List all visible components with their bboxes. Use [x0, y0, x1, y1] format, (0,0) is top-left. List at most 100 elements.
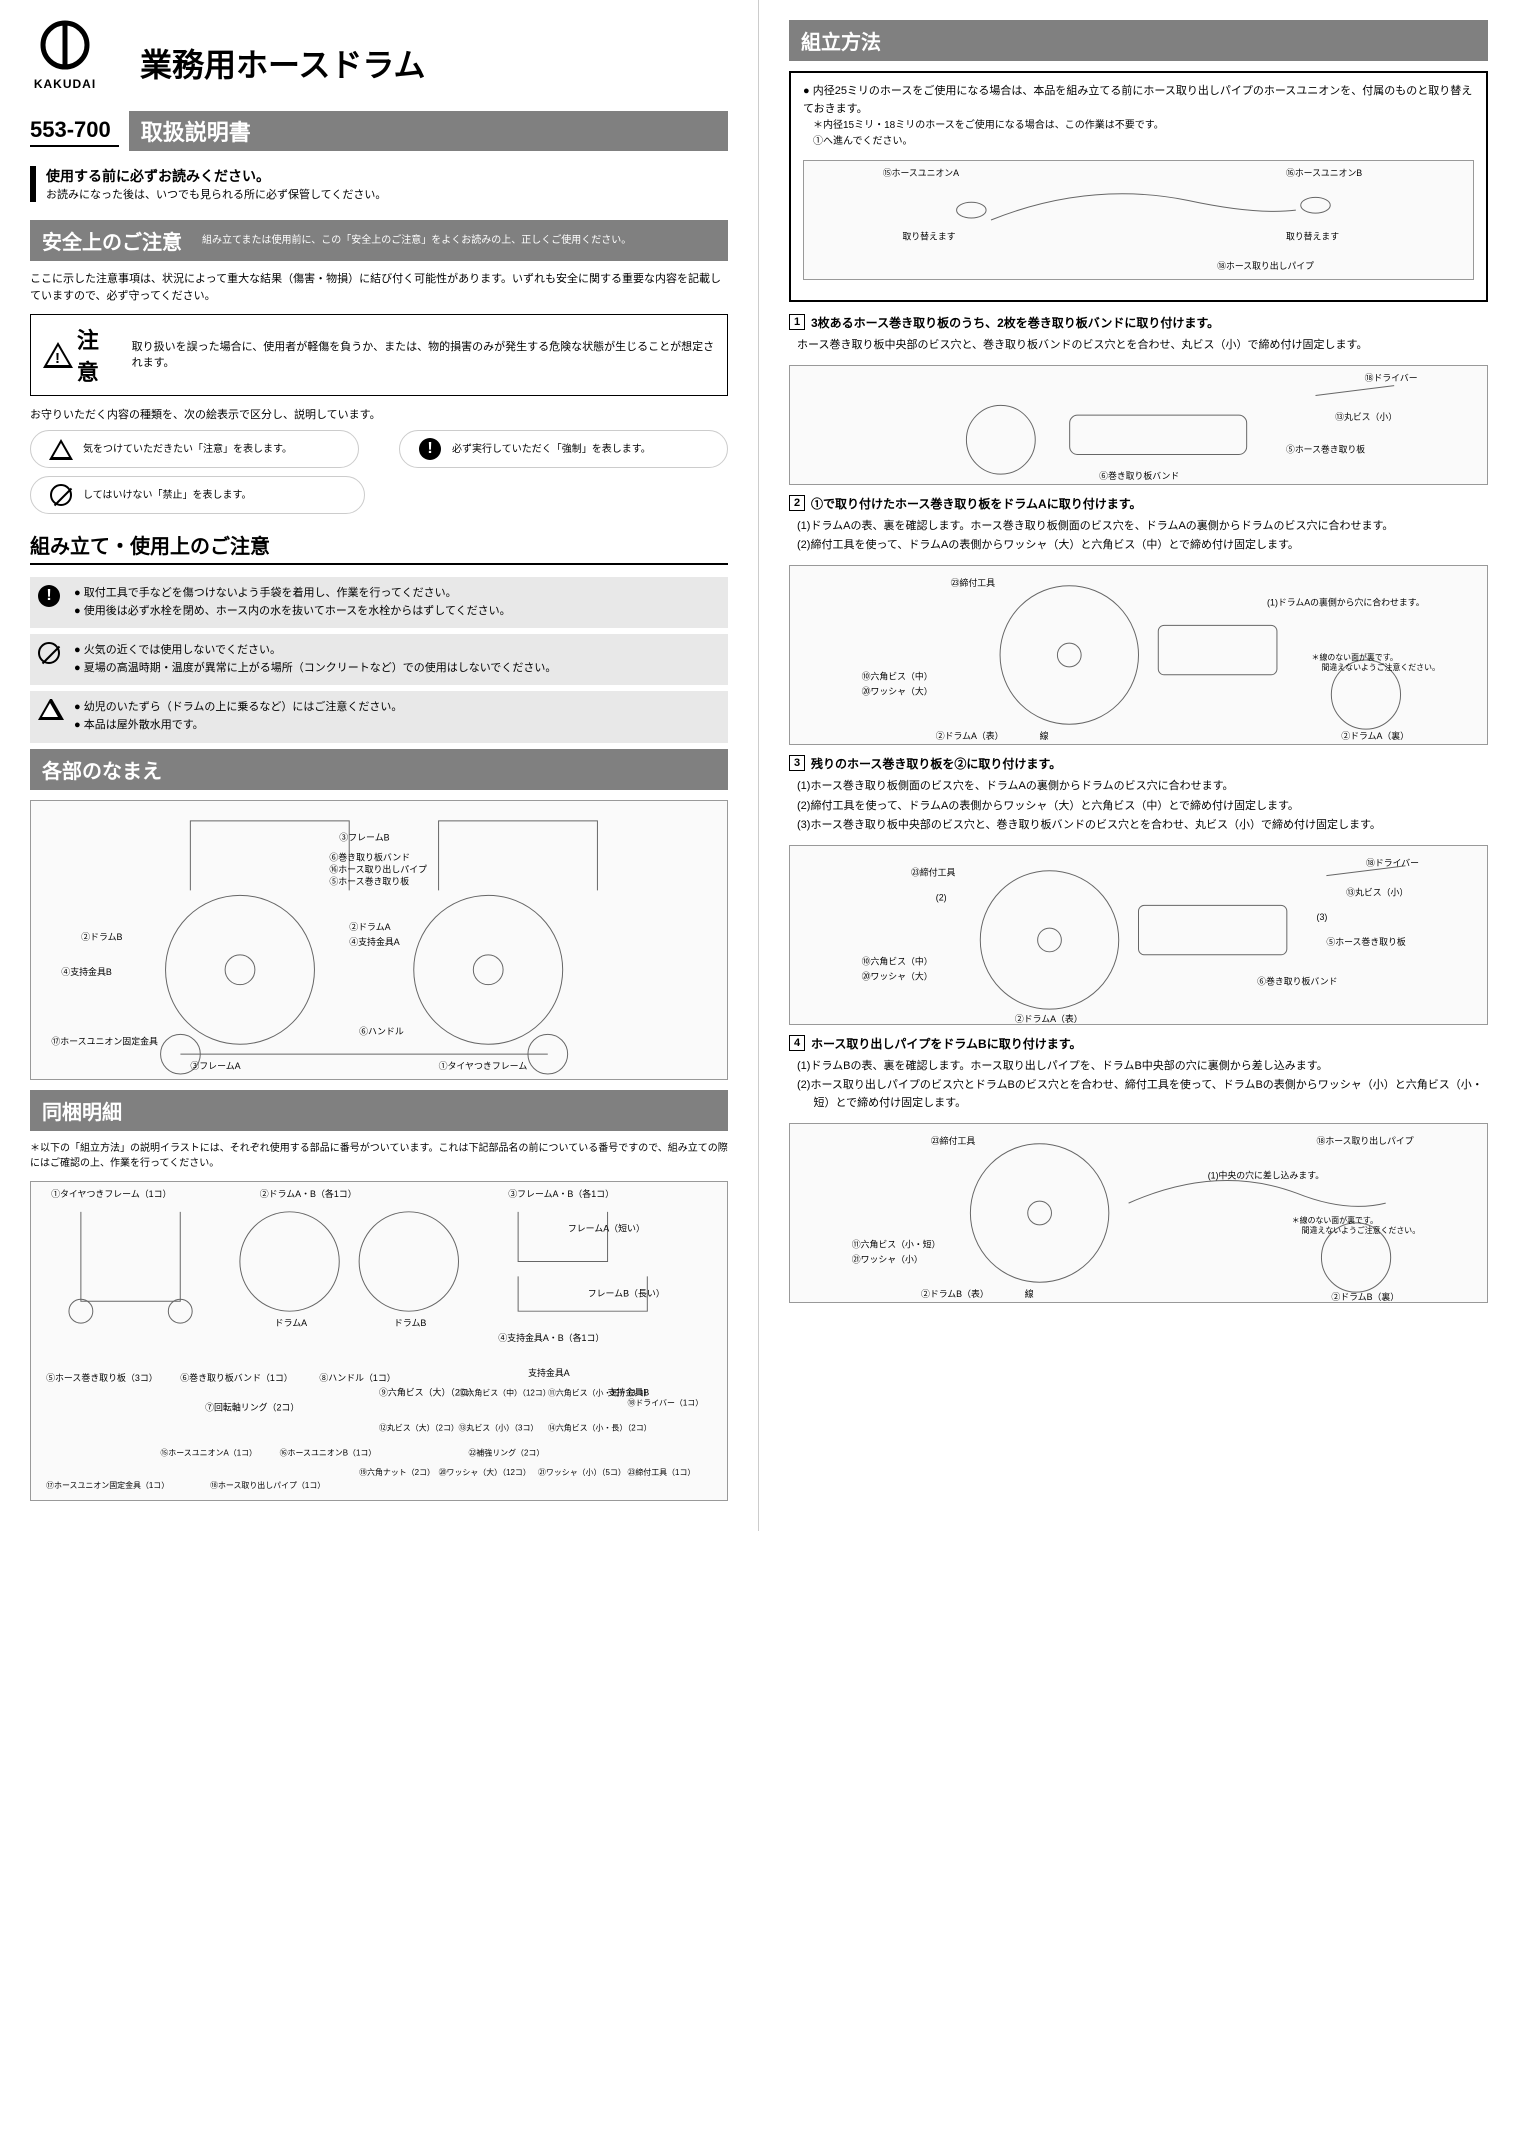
label: ㉒補強リング（2コ）	[468, 1447, 544, 1457]
step3-sub1: (1)ホース巻き取り板側面のビス穴を、ドラムAの裏側からドラムのビス穴に合わせま…	[797, 778, 1488, 796]
label: ⑲六角ナット（2コ）	[359, 1467, 435, 1477]
legend-attention-text: 気をつけていただきたい「注意」を表します。	[83, 443, 292, 456]
label: ㉓締付工具	[931, 1134, 975, 1145]
parts-diagram: ③フレームB ⑥巻き取り板バンド ⑯ホース取り出しパイプ ⑤ホース巻き取り板 ②…	[30, 800, 728, 1080]
pre-read-block: 使用する前に必ずお読みください。 お読みになった後は、いつでも見られる所に必ず保…	[30, 166, 728, 202]
attention-icon	[49, 437, 73, 461]
label: ③フレームA	[190, 1061, 240, 1071]
step3-sub2: (2)締付工具を使って、ドラムAの表側からワッシャ（大）と六角ビス（中）とで締め…	[797, 798, 1488, 816]
label: ＊線のない面が裏です。	[1312, 652, 1398, 662]
step2-sub1: (1)ドラムAの表、裏を確認します。ホース巻き取り板側面のビス穴を、ドラムAの裏…	[797, 518, 1488, 536]
manual-label: 取扱説明書	[129, 111, 728, 151]
bundle-note: ＊以下の「組立方法」の説明イラストには、それぞれ使用する部品に番号がついています…	[30, 1141, 728, 1171]
label: ⑤ホース巻き取り板	[329, 875, 409, 886]
label: ⑤ホース巻き取り板	[1326, 936, 1406, 947]
warning-triangle-icon: !	[43, 342, 71, 368]
label: ⑱ドライバー	[1365, 373, 1418, 383]
label: ⑬丸ビス（小）	[1346, 886, 1408, 897]
parts-heading: 各部のなまえ	[30, 749, 728, 790]
warn-item: ● 使用後は必ず水栓を閉め、ホース内の水を抜いてホースを水栓からはずしてください…	[74, 603, 511, 621]
label: ⑧ハンドル（1コ）	[319, 1372, 395, 1382]
legend-attention: 気をつけていただきたい「注意」を表します。	[30, 430, 359, 468]
step4-heading: 4ホース取り出しパイプをドラムBに取り付けます。	[789, 1035, 1488, 1052]
label: ㉓締付工具	[951, 577, 995, 588]
label: ⑪六角ビス（小・短）（3コ）	[548, 1387, 652, 1397]
label: ②ドラムB（表）	[921, 1288, 989, 1299]
safety-lead: ここに示した注意事項は、状況によって重大な結果（傷害・物損）に結び付く可能性があ…	[30, 271, 728, 304]
label: ⑱ホース取り出しパイプ	[1217, 260, 1314, 271]
label: ②ドラムA（裏）	[1341, 730, 1409, 741]
intro-diagram: ⑮ホースユニオンA ⑯ホースユニオンB 取り替えます 取り替えます ⑱ホース取り…	[803, 160, 1474, 280]
warn-group-2: ● 火気の近くでは使用しないでください。 ● 夏場の高温時期・温度が異常に上がる…	[30, 634, 728, 685]
label: ⑩六角ビス（中）	[862, 671, 933, 682]
step4-sub2: (2)ホース取り出しパイプのビス穴とドラムBのビス穴とを合わせ、締付工具を使って…	[797, 1077, 1488, 1112]
label: ⑥巻き取り板バンド	[329, 851, 410, 862]
label: ⑱ドライバー	[1366, 858, 1419, 868]
label: ②ドラムA（表）	[1015, 1013, 1083, 1024]
step1-diagram: ⑱ドライバー ⑬丸ビス（小） ⑤ホース巻き取り板 ⑥巻き取り板バンド	[789, 365, 1488, 485]
step1-heading: 13枚あるホース巻き取り板のうち、2枚を巻き取り板バンドに取り付けます。	[789, 314, 1488, 331]
label: ドラムB	[394, 1318, 426, 1328]
intro-note1: ＊内径15ミリ・18ミリのホースをご使用になる場合は、この作業は不要です。	[803, 118, 1474, 134]
label: ⑩六角ビス（中）（12コ）	[459, 1387, 551, 1397]
label: ③フレームB	[339, 832, 389, 842]
product-title: 業務用ホースドラム	[140, 40, 425, 86]
label: ⑰ホースユニオン固定金具	[51, 1035, 158, 1046]
label: ⑥巻き取り板バンド	[1099, 470, 1179, 481]
label: (1)中央の穴に差し込みます。	[1208, 1169, 1324, 1180]
warn-item: ● 本品は屋外散水用です。	[74, 717, 402, 735]
step2-sub2: (2)締付工具を使って、ドラムAの表側からワッシャ（大）と六角ビス（中）とで締め…	[797, 537, 1488, 555]
safety-heading-text: 安全上のご注意	[42, 226, 182, 255]
label: ④支持金具B	[61, 965, 112, 976]
label: ㉑ワッシャ（小）（5コ）	[538, 1467, 626, 1477]
prohibit-icon	[49, 483, 73, 507]
step4-sub1: (1)ドラムBの表、裏を確認します。ホース取り出しパイプを、ドラムB中央部の穴に…	[797, 1058, 1488, 1076]
assembly-use-heading: 組み立て・使用上のご注意	[30, 530, 728, 565]
assemble-heading-text: 組立方法	[801, 26, 881, 55]
label: ㉓締付工具（1コ）	[627, 1467, 695, 1477]
label: ⑬丸ビス（小）	[1335, 411, 1397, 422]
bundle-heading-text: 同梱明細	[42, 1096, 122, 1125]
mandatory-icon: !	[38, 585, 64, 607]
safety-heading-note: 組み立てまたは使用前に、この「安全上のご注意」をよくお読みの上、正しくご使用くだ…	[202, 234, 631, 247]
label: ⑪六角ビス（小・短）	[852, 1238, 941, 1249]
legend-mandatory: ! 必ず実行していただく「強制」を表します。	[399, 430, 728, 468]
legend-mandatory-text: 必ず実行していただく「強制」を表します。	[452, 443, 651, 456]
label: 支持金具A	[528, 1366, 570, 1377]
label: ⑥ハンドル	[359, 1026, 404, 1036]
caution-label: 注意	[77, 323, 118, 387]
label: ⑮ホースユニオンA（1コ）	[160, 1448, 257, 1457]
label: ㉓締付工具	[911, 866, 955, 877]
step1-title: 3枚あるホース巻き取り板のうち、2枚を巻き取り板バンドに取り付けます。	[811, 314, 1219, 331]
label: ⑬丸ビス（小）（3コ）	[459, 1422, 539, 1432]
warn-item: ● 幼児のいたずら（ドラムの上に乗るなど）にはご注意ください。	[74, 699, 402, 717]
label: ②ドラムA	[349, 922, 390, 932]
warn-item: ● 取付工具で手などを傷つけないよう手袋を着用し、作業を行ってください。	[74, 585, 511, 603]
pre-read-sub: お読みになった後は、いつでも見られる所に必ず保管してください。	[46, 186, 728, 202]
step3-heading: 3残りのホース巻き取り板を②に取り付けます。	[789, 755, 1488, 772]
model-number: 553-700	[30, 115, 119, 147]
legend-prohibit-text: してはいけない「禁止」を表します。	[83, 489, 252, 502]
label: 線	[1040, 730, 1049, 741]
label: ②ドラムA（表）	[936, 730, 1004, 741]
label: ⑩六角ビス（中）	[862, 955, 933, 966]
warn-group-3: ● 幼児のいたずら（ドラムの上に乗るなど）にはご注意ください。 ● 本品は屋外散…	[30, 691, 728, 742]
label: ⑱ドライバー（1コ）	[627, 1398, 703, 1407]
parts-heading-text: 各部のなまえ	[42, 755, 162, 784]
label: ⑱ホース取り出しパイプ（1コ）	[210, 1480, 325, 1490]
label: 間違えないようご注意ください。	[1302, 1224, 1420, 1234]
header: KAKUDAI 業務用ホースドラム	[30, 20, 728, 91]
label: ⑫丸ビス（大）（2コ）	[379, 1422, 459, 1432]
label: ②ドラムA・B（各1コ）	[260, 1187, 357, 1198]
mandatory-icon: !	[418, 437, 442, 461]
legend-prohibit: してはいけない「禁止」を表します。	[30, 476, 365, 514]
bundle-diagram: ①タイヤつきフレーム（1コ） ②ドラムA・B（各1コ） ③フレームA・B（各1コ…	[30, 1181, 728, 1501]
caution-box: ! 注意 取り扱いを誤った場合に、使用者が軽傷を負うか、または、物的損害のみが発…	[30, 314, 728, 396]
label: ⑳ワッシャ（大）	[862, 686, 933, 697]
step3-title: 残りのホース巻き取り板を②に取り付けます。	[811, 755, 1061, 772]
label: ⑮ホースユニオンA	[883, 168, 959, 178]
brand-name: KAKUDAI	[30, 77, 100, 91]
label: ⑤ホース巻き取り板	[1286, 443, 1365, 454]
step2-diagram: ㉓締付工具 (1)ドラムAの裏側から穴に合わせます。 ⑩六角ビス（中） ⑳ワッシ…	[789, 565, 1488, 745]
label: ②ドラムB	[81, 932, 122, 942]
